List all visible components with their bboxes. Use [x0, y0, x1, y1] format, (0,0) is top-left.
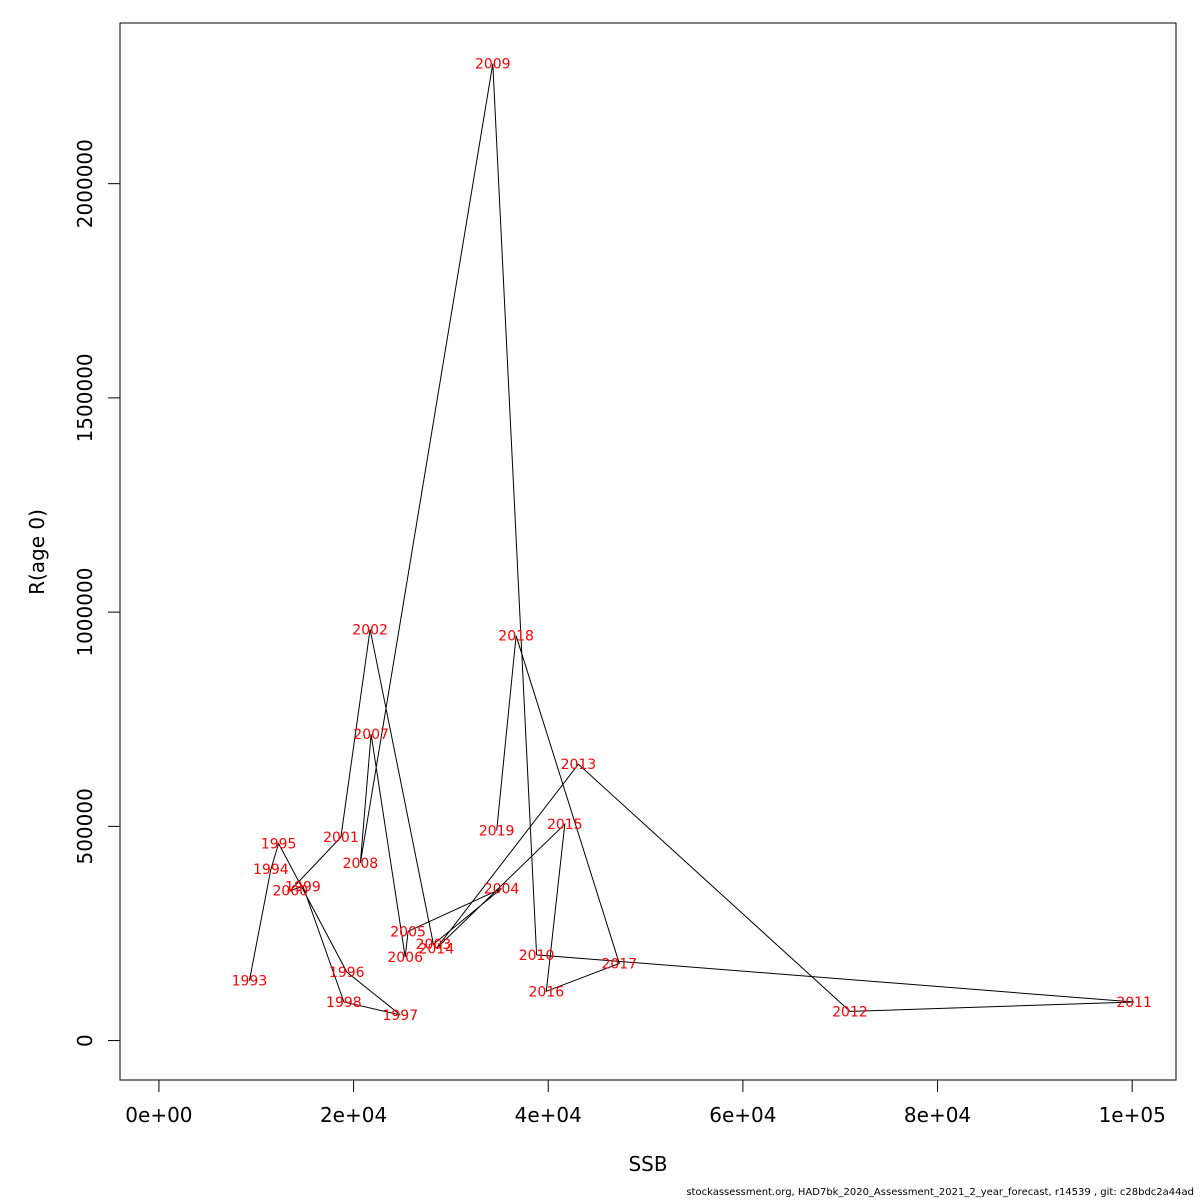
plot-frame	[119, 22, 1177, 1081]
point-label-2000: 2000	[273, 884, 309, 900]
axes: 0e+00 2e+04 4e+04 6e+04 8e+04 1e+05 0 500000 100…	[73, 139, 1166, 1127]
point-label-2015: 2015	[547, 817, 583, 833]
x-tick-label: 6e+04	[709, 1103, 776, 1127]
point-label-2007: 2007	[353, 727, 389, 743]
point-label-1998: 1998	[326, 995, 362, 1011]
point-label-2002: 2002	[352, 622, 388, 638]
point-label-2003: 2003	[416, 937, 452, 953]
footer-credit: stockassessment.org, HAD7bk_2020_Assessm…	[686, 1187, 1194, 1198]
point-label-2009: 2009	[475, 57, 511, 73]
point-label-2017: 2017	[601, 956, 637, 972]
point-label-2010: 2010	[519, 948, 555, 964]
point-label-2012: 2012	[832, 1004, 868, 1020]
point-label-1995: 1995	[261, 836, 297, 852]
x-tick-label: 8e+04	[904, 1103, 971, 1127]
y-tick-label: 2000000	[73, 139, 97, 228]
x-axis-title: SSB	[628, 1152, 667, 1176]
point-label-1999: 1999	[285, 879, 321, 895]
point-label-2018: 2018	[498, 629, 534, 645]
x-tick-label: 2e+04	[320, 1103, 387, 1127]
x-tick-label: 1e+05	[1099, 1103, 1166, 1127]
series-line	[248, 63, 1135, 1016]
y-tick-label: 1500000	[73, 353, 97, 442]
point-label-2005: 2005	[390, 924, 426, 940]
point-label-2004: 2004	[484, 881, 520, 897]
point-label-1996: 1996	[329, 965, 365, 981]
point-label-2011: 2011	[1116, 995, 1152, 1011]
y-tick-label: 1000000	[73, 568, 97, 657]
point-label-2013: 2013	[561, 757, 597, 773]
x-tick-label: 4e+04	[515, 1103, 582, 1127]
point-label-1993: 1993	[232, 974, 268, 990]
point-label-2008: 2008	[343, 856, 379, 872]
point-label-2001: 2001	[323, 830, 359, 846]
point-label-2019: 2019	[479, 824, 515, 840]
y-axis-title: R(age 0)	[25, 509, 49, 595]
y-tick-label: 0	[73, 1034, 97, 1047]
y-tick-label: 500000	[73, 788, 97, 864]
point-label-2016: 2016	[528, 984, 564, 1000]
point-label-2014: 2014	[418, 941, 454, 957]
point-label-2006: 2006	[387, 950, 423, 966]
point-label-1997: 1997	[382, 1008, 418, 1024]
x-tick-label: 0e+00	[125, 1103, 192, 1127]
point-label-1994: 1994	[253, 862, 289, 878]
